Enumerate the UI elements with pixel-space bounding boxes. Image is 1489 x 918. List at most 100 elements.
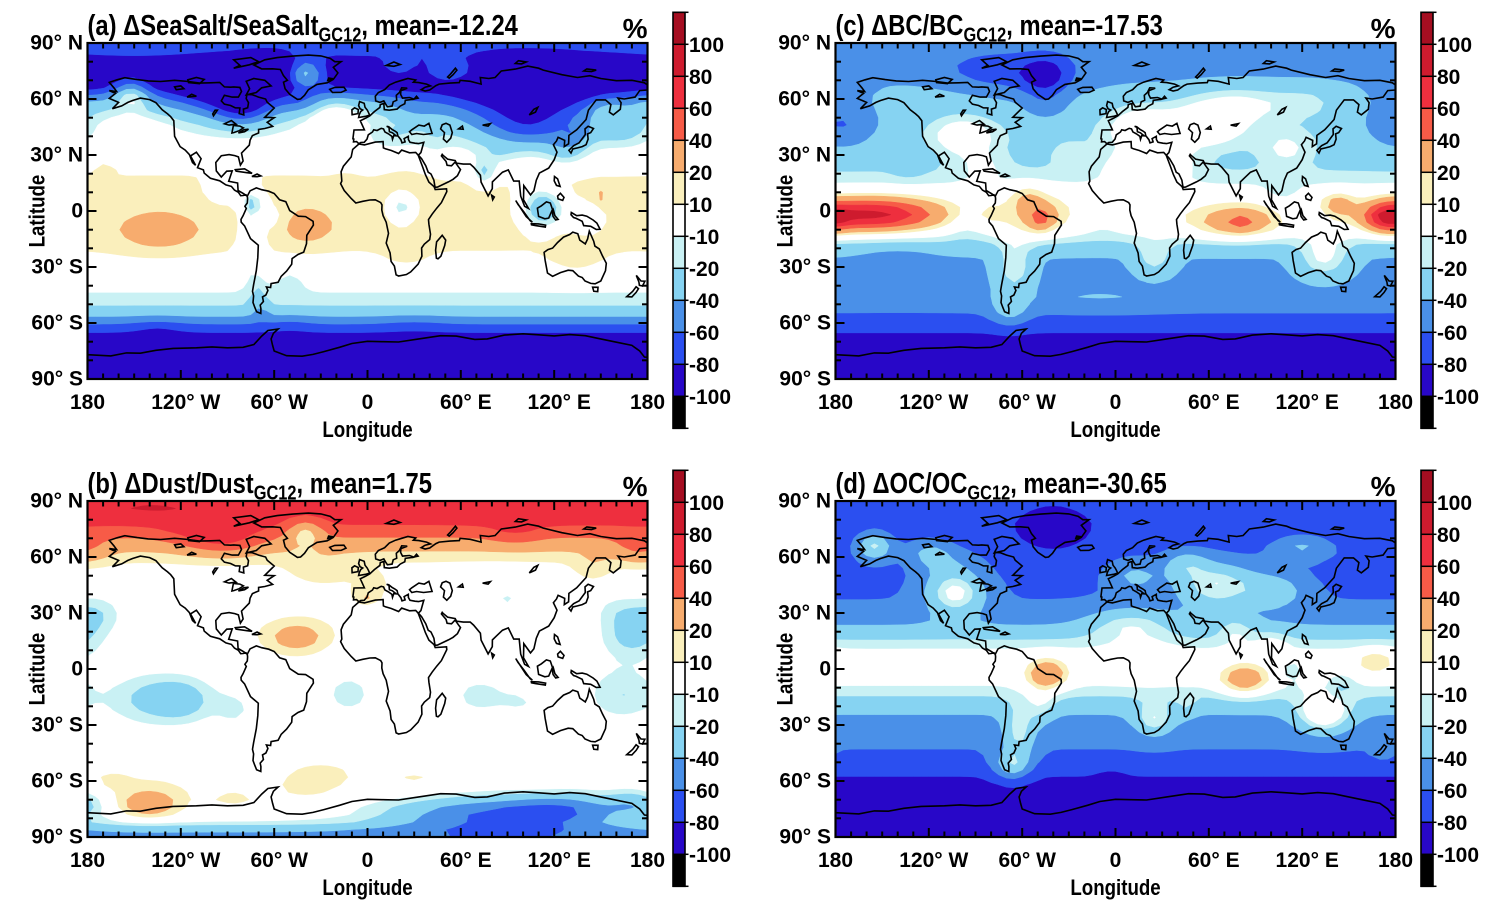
- svg-text:40: 40: [689, 588, 712, 611]
- svg-text:60° S: 60° S: [31, 770, 83, 793]
- svg-text:-100: -100: [689, 844, 731, 867]
- svg-text:0: 0: [1110, 391, 1122, 414]
- svg-text:-40: -40: [689, 290, 719, 313]
- svg-text:-10: -10: [1437, 226, 1467, 249]
- svg-text:90° S: 90° S: [779, 826, 831, 849]
- svg-text:Longitude: Longitude: [1070, 419, 1160, 443]
- svg-text:-20: -20: [689, 716, 719, 739]
- svg-text:60° S: 60° S: [779, 312, 831, 335]
- svg-text:-60: -60: [689, 780, 719, 803]
- svg-text:60° E: 60° E: [1188, 391, 1240, 414]
- svg-text:40: 40: [689, 130, 712, 153]
- svg-text:0: 0: [1110, 849, 1122, 872]
- svg-text:180: 180: [630, 849, 665, 872]
- svg-text:%: %: [623, 13, 648, 44]
- svg-text:90° S: 90° S: [31, 826, 83, 849]
- svg-text:90° N: 90° N: [778, 32, 831, 55]
- svg-text:-40: -40: [1437, 748, 1467, 771]
- svg-text:-20: -20: [689, 258, 719, 281]
- svg-text:Latitude: Latitude: [26, 175, 50, 248]
- svg-text:Longitude: Longitude: [322, 877, 412, 901]
- svg-text:120° W: 120° W: [151, 391, 220, 414]
- svg-text:40: 40: [1437, 588, 1460, 611]
- svg-text:180: 180: [630, 391, 665, 414]
- svg-text:(a) ΔSeaSalt/SeaSaltGC12, mean: (a) ΔSeaSalt/SeaSaltGC12, mean=-12.24: [87, 9, 518, 46]
- svg-text:180: 180: [818, 849, 853, 872]
- svg-text:120° W: 120° W: [151, 849, 220, 872]
- svg-text:-60: -60: [689, 322, 719, 345]
- svg-text:Latitude: Latitude: [26, 633, 50, 706]
- svg-text:Longitude: Longitude: [1070, 877, 1160, 901]
- svg-text:-100: -100: [1437, 844, 1479, 867]
- svg-text:30° N: 30° N: [778, 144, 831, 167]
- svg-text:180: 180: [70, 849, 105, 872]
- svg-text:(c) ΔBC/BCGC12, mean=-17.53: (c) ΔBC/BCGC12, mean=-17.53: [835, 9, 1162, 46]
- svg-text:60° W: 60° W: [250, 849, 308, 872]
- svg-text:180: 180: [818, 391, 853, 414]
- svg-text:30° N: 30° N: [30, 602, 83, 625]
- svg-text:-10: -10: [689, 226, 719, 249]
- svg-text:60° N: 60° N: [778, 88, 831, 111]
- svg-text:60° W: 60° W: [998, 391, 1056, 414]
- svg-text:180: 180: [1378, 849, 1413, 872]
- svg-text:90° N: 90° N: [778, 490, 831, 513]
- svg-text:60° N: 60° N: [778, 546, 831, 569]
- svg-text:80: 80: [689, 524, 712, 547]
- svg-text:60: 60: [689, 556, 712, 579]
- svg-text:-80: -80: [689, 812, 719, 835]
- svg-text:%: %: [1371, 13, 1396, 44]
- svg-text:-40: -40: [689, 748, 719, 771]
- svg-text:120° E: 120° E: [528, 391, 591, 414]
- svg-text:60° N: 60° N: [30, 88, 83, 111]
- svg-text:30° S: 30° S: [779, 714, 831, 737]
- svg-text:90° S: 90° S: [779, 368, 831, 391]
- svg-text:-100: -100: [689, 386, 731, 409]
- svg-text:%: %: [623, 471, 648, 502]
- svg-text:120° E: 120° E: [528, 849, 591, 872]
- svg-text:60: 60: [1437, 556, 1460, 579]
- svg-text:20: 20: [1437, 162, 1460, 185]
- svg-text:60: 60: [689, 98, 712, 121]
- svg-text:20: 20: [689, 162, 712, 185]
- svg-text:120° E: 120° E: [1276, 391, 1339, 414]
- svg-text:-80: -80: [1437, 812, 1467, 835]
- svg-text:20: 20: [689, 620, 712, 643]
- svg-text:60° E: 60° E: [440, 849, 492, 872]
- svg-text:0: 0: [362, 849, 374, 872]
- svg-text:-20: -20: [1437, 258, 1467, 281]
- svg-text:10: 10: [1437, 652, 1460, 675]
- svg-text:30° N: 30° N: [778, 602, 831, 625]
- svg-text:80: 80: [1437, 524, 1460, 547]
- svg-text:Latitude: Latitude: [774, 633, 798, 706]
- svg-text:60° E: 60° E: [440, 391, 492, 414]
- svg-text:-10: -10: [1437, 684, 1467, 707]
- svg-text:90° S: 90° S: [31, 368, 83, 391]
- svg-text:90° N: 90° N: [30, 490, 83, 513]
- svg-text:%: %: [1371, 471, 1396, 502]
- svg-text:80: 80: [1437, 66, 1460, 89]
- svg-text:30° N: 30° N: [30, 144, 83, 167]
- svg-text:60° W: 60° W: [998, 849, 1056, 872]
- svg-text:0: 0: [71, 200, 83, 223]
- svg-text:100: 100: [1437, 492, 1472, 515]
- svg-text:80: 80: [689, 66, 712, 89]
- svg-text:-80: -80: [1437, 354, 1467, 377]
- svg-text:10: 10: [689, 652, 712, 675]
- svg-text:120° E: 120° E: [1276, 849, 1339, 872]
- svg-text:120° W: 120° W: [899, 849, 968, 872]
- svg-text:30° S: 30° S: [31, 714, 83, 737]
- svg-text:-60: -60: [1437, 322, 1467, 345]
- svg-text:10: 10: [1437, 194, 1460, 217]
- svg-text:60° E: 60° E: [1188, 849, 1240, 872]
- svg-text:60° N: 60° N: [30, 546, 83, 569]
- svg-text:0: 0: [819, 658, 831, 681]
- svg-text:-40: -40: [1437, 290, 1467, 313]
- svg-text:120° W: 120° W: [899, 391, 968, 414]
- svg-text:40: 40: [1437, 130, 1460, 153]
- svg-text:10: 10: [689, 194, 712, 217]
- svg-text:0: 0: [819, 200, 831, 223]
- svg-text:-80: -80: [689, 354, 719, 377]
- svg-text:0: 0: [362, 391, 374, 414]
- svg-text:100: 100: [689, 34, 724, 57]
- svg-text:-100: -100: [1437, 386, 1479, 409]
